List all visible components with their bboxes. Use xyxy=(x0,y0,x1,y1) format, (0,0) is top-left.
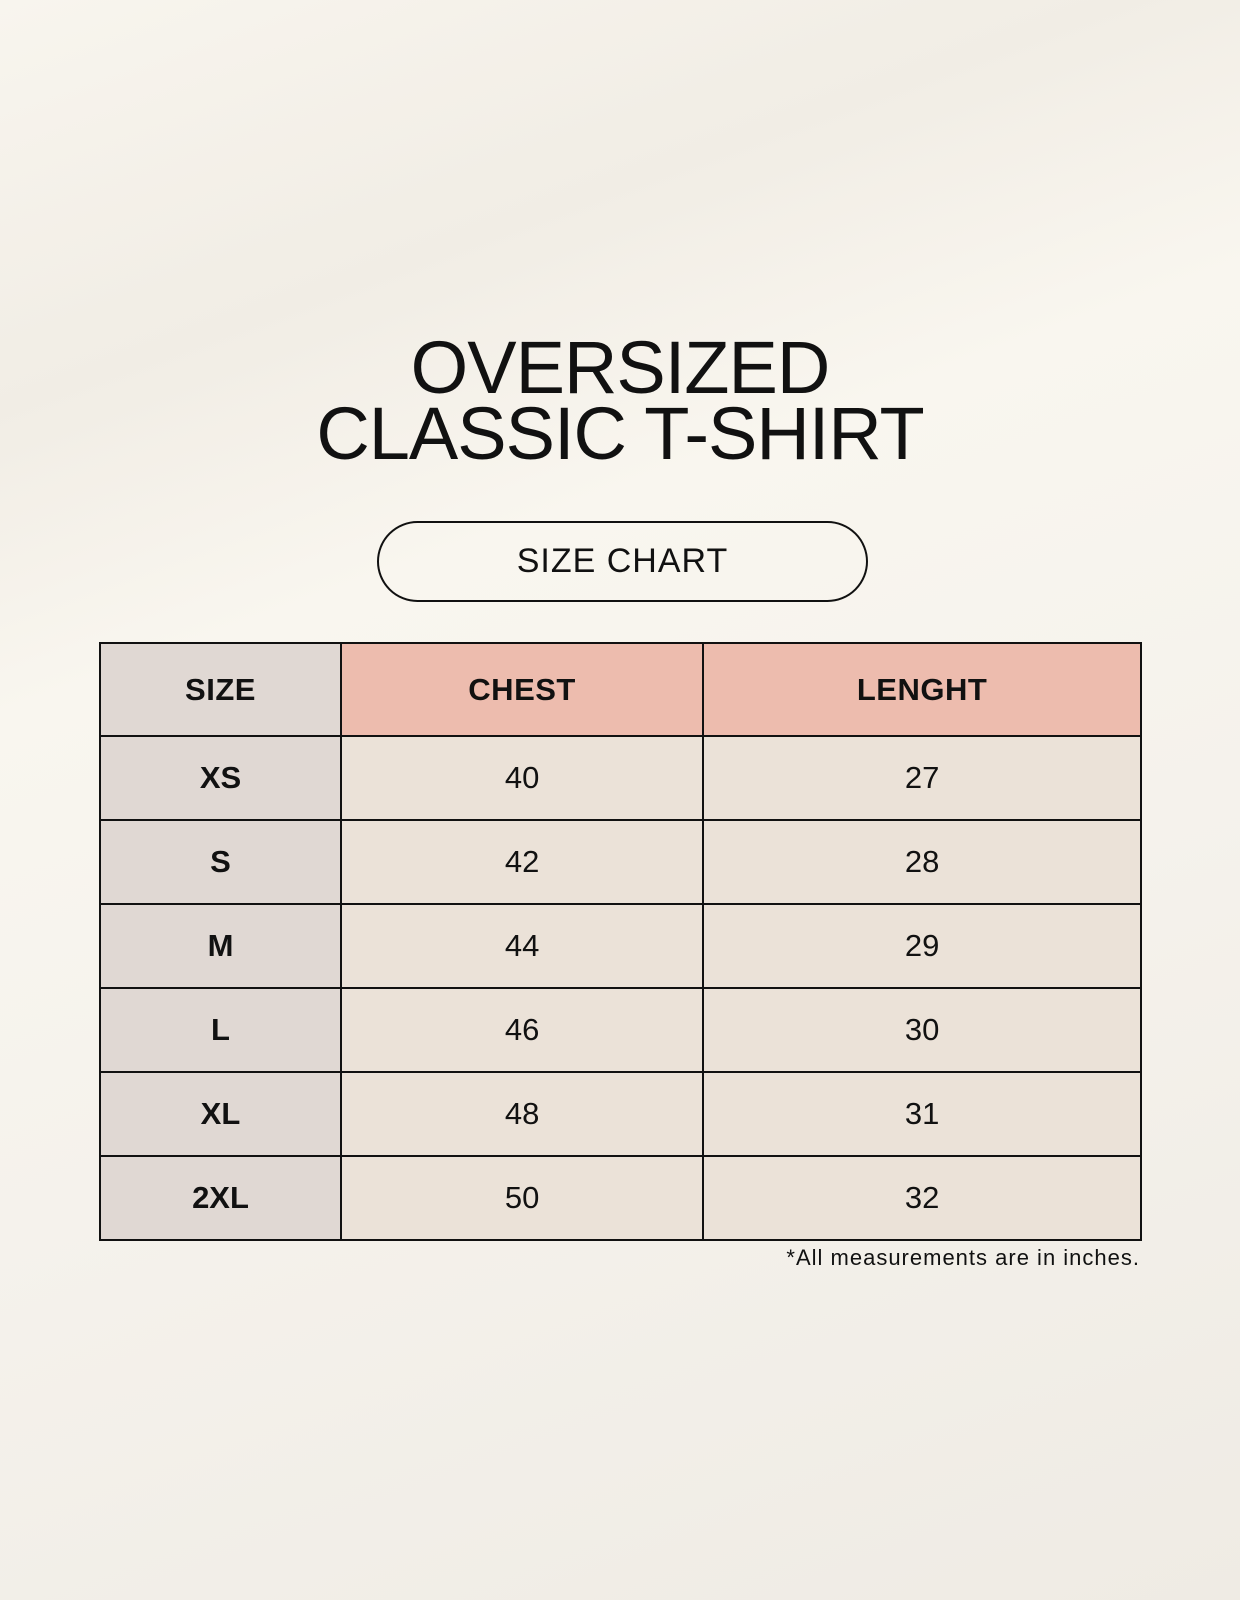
size-cell: 2XL xyxy=(99,1155,342,1241)
chest-cell: 42 xyxy=(339,819,705,905)
table-row: L 46 30 xyxy=(99,987,1142,1073)
table-header-row: SIZE CHEST LENGHT xyxy=(99,642,1142,737)
size-cell: XS xyxy=(99,735,342,821)
length-cell: 27 xyxy=(702,735,1142,821)
header-size: SIZE xyxy=(99,642,342,737)
chest-cell: 50 xyxy=(339,1155,705,1241)
table-row: XL 48 31 xyxy=(99,1071,1142,1157)
chest-cell: 44 xyxy=(339,903,705,989)
footnote: *All measurements are in inches. xyxy=(786,1245,1140,1270)
size-cell: M xyxy=(99,903,342,989)
size-chart-label: SIZE CHART xyxy=(377,521,868,602)
table-row: XS 40 27 xyxy=(99,735,1142,821)
title-line-2: CLASSIC T-SHIRT xyxy=(316,392,924,475)
page-title: OVERSIZED CLASSIC T-SHIRT xyxy=(0,326,1240,475)
length-cell: 30 xyxy=(702,987,1142,1073)
size-cell: L xyxy=(99,987,342,1073)
size-cell: S xyxy=(99,819,342,905)
size-table: SIZE CHEST LENGHT XS 40 27 S 42 28 M 44 29 L 46 30 X… xyxy=(99,642,1142,1241)
table-row: 2XL 50 32 xyxy=(99,1155,1142,1241)
length-cell: 31 xyxy=(702,1071,1142,1157)
chest-cell: 40 xyxy=(339,735,705,821)
size-cell: XL xyxy=(99,1071,342,1157)
header-chest: CHEST xyxy=(339,642,705,737)
chest-cell: 48 xyxy=(339,1071,705,1157)
length-cell: 28 xyxy=(702,819,1142,905)
table-row: S 42 28 xyxy=(99,819,1142,905)
title-line-1: OVERSIZED xyxy=(410,326,831,409)
length-cell: 32 xyxy=(702,1155,1142,1241)
length-cell: 29 xyxy=(702,903,1142,989)
header-length: LENGHT xyxy=(702,642,1142,737)
table-row: M 44 29 xyxy=(99,903,1142,989)
chest-cell: 46 xyxy=(339,987,705,1073)
